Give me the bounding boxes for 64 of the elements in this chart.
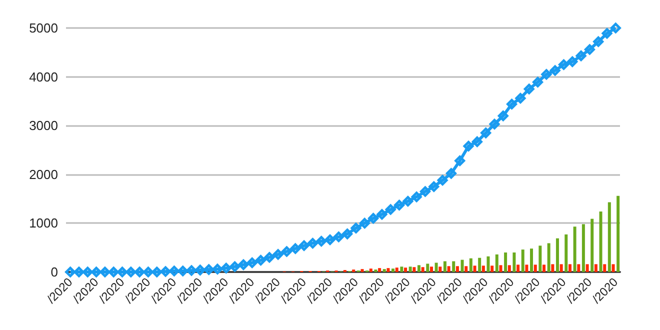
bar bbox=[564, 234, 568, 272]
bar bbox=[499, 265, 502, 272]
y-tick-label: 2000 bbox=[29, 166, 58, 182]
bar bbox=[525, 264, 528, 272]
bar bbox=[464, 266, 468, 272]
bar bbox=[360, 269, 364, 272]
y-tick-label: 5000 bbox=[29, 20, 58, 36]
bar bbox=[582, 224, 585, 272]
bar bbox=[530, 248, 534, 272]
bar bbox=[478, 258, 482, 272]
bar bbox=[568, 264, 572, 272]
bar bbox=[460, 260, 464, 272]
bar bbox=[421, 267, 424, 272]
bar bbox=[452, 261, 456, 272]
bar bbox=[382, 269, 386, 272]
bar bbox=[378, 268, 382, 272]
bar bbox=[534, 264, 537, 272]
bar bbox=[495, 254, 498, 272]
bar bbox=[521, 250, 524, 272]
bar bbox=[599, 211, 602, 272]
bar bbox=[542, 264, 546, 272]
bar bbox=[456, 266, 459, 272]
bar bbox=[412, 267, 416, 272]
bar bbox=[608, 202, 611, 272]
y-tick-label: 3000 bbox=[29, 118, 58, 134]
bar bbox=[586, 264, 589, 272]
bar bbox=[392, 268, 395, 272]
bar bbox=[556, 238, 559, 272]
bar bbox=[594, 264, 598, 272]
bar bbox=[438, 266, 442, 272]
bar bbox=[447, 266, 450, 272]
bar bbox=[590, 218, 594, 272]
bar bbox=[417, 265, 420, 272]
bar bbox=[408, 266, 412, 272]
y-tick-label: 0 bbox=[50, 264, 58, 280]
bar bbox=[512, 252, 516, 272]
bar bbox=[400, 266, 404, 272]
bar bbox=[469, 258, 472, 272]
bar bbox=[516, 264, 520, 272]
bar bbox=[434, 262, 438, 272]
bar bbox=[547, 243, 550, 272]
bar bbox=[395, 268, 398, 272]
y-tick-label: 1000 bbox=[29, 216, 58, 231]
bar bbox=[482, 266, 485, 272]
bar bbox=[443, 261, 446, 272]
bar bbox=[560, 264, 563, 272]
bar bbox=[426, 264, 430, 272]
bar bbox=[473, 266, 476, 272]
bar bbox=[551, 264, 554, 272]
y-tick-label: 4000 bbox=[29, 69, 58, 84]
bar bbox=[573, 226, 576, 272]
bar bbox=[577, 264, 580, 272]
bar bbox=[486, 256, 490, 272]
bar bbox=[404, 268, 408, 272]
bar bbox=[616, 196, 620, 272]
bar bbox=[369, 268, 372, 272]
bar bbox=[603, 264, 606, 272]
bar bbox=[386, 268, 390, 272]
bar bbox=[490, 266, 494, 272]
bar bbox=[504, 252, 508, 272]
bar bbox=[508, 265, 511, 272]
bar bbox=[612, 264, 615, 272]
bar bbox=[538, 246, 542, 272]
bar bbox=[430, 266, 433, 272]
